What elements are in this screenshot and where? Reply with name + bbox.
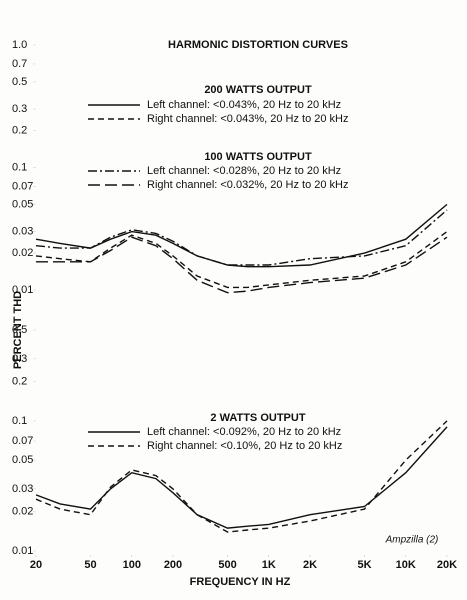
y-tick-label: 0.07 [12,435,33,447]
y-tick-label: 0.05 [12,198,33,210]
y-tick-label: 0.02 [12,506,33,518]
x-tick-label: 5K [357,559,371,571]
y-tick-label: 0.1 [12,415,27,427]
x-axis-label: FREQUENCY IN HZ [190,576,291,588]
x-tick-label: 50 [84,559,96,571]
legend-label: Right channel: <0.10%, 20 Hz to 20 kHz [147,440,342,452]
series-line [35,420,448,533]
y-tick-label: 0.7 [12,58,27,70]
series-line [35,209,448,266]
legend-title: 200 WATTS OUTPUT [204,84,312,96]
legend-label: Left channel: <0.028%, 20 Hz to 20 kHz [147,165,341,177]
y-tick-label: 0.1 [12,161,27,173]
chart-title: HARMONIC DISTORTION CURVES [168,39,348,51]
y-tick-label: 0.01 [12,545,33,557]
y-tick-label: 0.03 [12,483,33,495]
legend-label: Left channel: <0.043%, 20 Hz to 20 kHz [147,99,341,111]
y-tick-label: 0.2 [12,125,27,137]
y-tick-label: 0.5 [12,76,27,88]
x-tick-label: 100 [123,559,141,571]
series-line [36,236,448,294]
annotation: Ampzilla (2) [385,535,439,546]
y-tick-label: 0.5 [12,324,27,336]
x-tick-label: 200 [164,559,182,571]
y-tick-label: 0.05 [12,454,33,466]
legend-label: Right channel: <0.043%, 20 Hz to 20 kHz [147,113,348,125]
y-tick-label: 0.02 [12,247,33,259]
x-tick-label: 20 [30,559,42,571]
x-tick-label: 2K [303,559,317,571]
x-tick-label: 1K [262,559,276,571]
x-tick-label: 10K [396,559,416,571]
y-tick-label: 0.03 [12,225,33,237]
y-tick-label: 0.2 [12,376,27,388]
y-axis-label: PERCENT THD [12,291,24,369]
y-tick-label: 0.3 [12,353,27,365]
x-tick-label: 500 [218,559,236,571]
x-tick-label: 20K [437,559,457,571]
y-tick-label: 0.3 [12,103,27,115]
y-tick-label: 1.0 [12,39,27,51]
legend-title: 2 WATTS OUTPUT [210,412,305,424]
y-tick-label: 0.01 [12,284,33,296]
legend-title: 100 WATTS OUTPUT [204,151,312,163]
y-tick-label: 0.07 [12,180,33,192]
legend-label: Left channel: <0.092%, 20 Hz to 20 kHz [147,426,341,438]
legend-label: Right channel: <0.032%, 20 Hz to 20 kHz [147,179,348,191]
series-line [35,231,448,289]
